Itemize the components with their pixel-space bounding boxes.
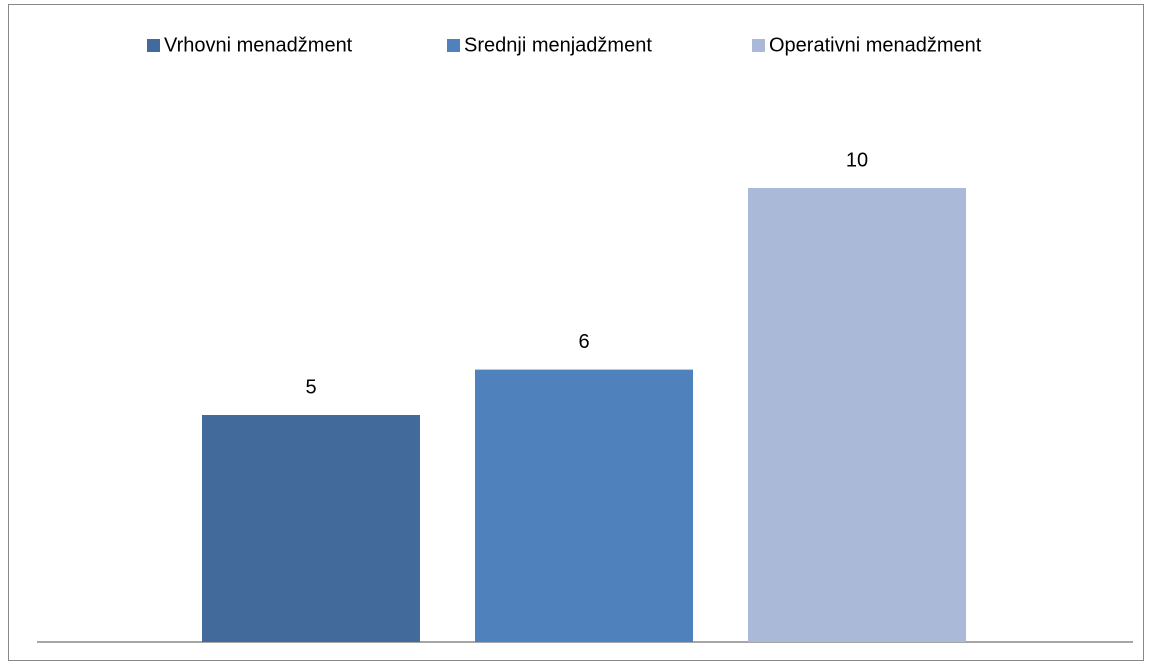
- bar: [202, 415, 420, 642]
- data-label: 6: [578, 331, 589, 353]
- legend-label: Srednji menjadžment: [464, 34, 652, 56]
- legend-label: Operativni menadžment: [769, 34, 982, 56]
- legend-swatch: [447, 39, 460, 52]
- bar: [475, 369, 693, 642]
- bar: [748, 188, 966, 642]
- data-label: 5: [305, 376, 316, 398]
- legend-swatch: [752, 39, 765, 52]
- data-label: 10: [846, 149, 868, 171]
- legend-label: Vrhovni menadžment: [164, 34, 353, 56]
- legend-swatch: [147, 39, 160, 52]
